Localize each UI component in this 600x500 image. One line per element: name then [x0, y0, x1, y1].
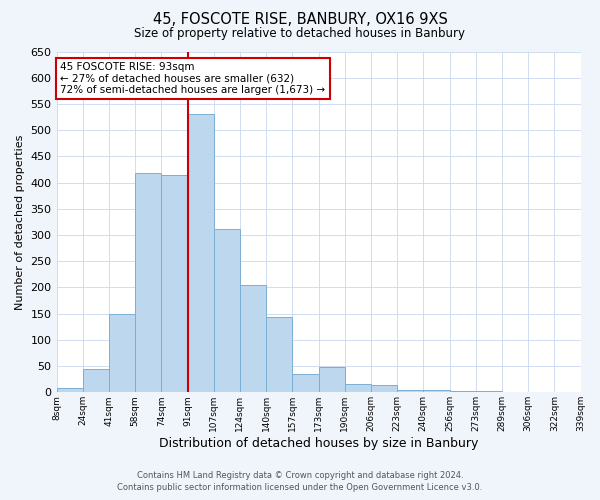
Bar — [449, 391, 476, 392]
Bar — [345, 384, 371, 392]
Bar — [83, 368, 109, 392]
X-axis label: Distribution of detached houses by size in Banbury: Distribution of detached houses by size … — [159, 437, 478, 450]
Bar — [476, 391, 502, 392]
Bar — [397, 390, 424, 392]
Text: Size of property relative to detached houses in Banbury: Size of property relative to detached ho… — [134, 28, 466, 40]
Bar — [214, 228, 240, 392]
Bar — [319, 367, 345, 392]
Bar — [135, 173, 161, 392]
Bar — [371, 385, 397, 392]
Text: 45 FOSCOTE RISE: 93sqm
← 27% of detached houses are smaller (632)
72% of semi-de: 45 FOSCOTE RISE: 93sqm ← 27% of detached… — [61, 62, 326, 95]
Bar — [266, 318, 292, 392]
Text: 45, FOSCOTE RISE, BANBURY, OX16 9XS: 45, FOSCOTE RISE, BANBURY, OX16 9XS — [152, 12, 448, 28]
Text: Contains HM Land Registry data © Crown copyright and database right 2024.
Contai: Contains HM Land Registry data © Crown c… — [118, 471, 482, 492]
Bar — [56, 388, 83, 392]
Y-axis label: Number of detached properties: Number of detached properties — [15, 134, 25, 310]
Bar — [240, 285, 266, 393]
Bar — [292, 374, 319, 392]
Bar — [161, 174, 188, 392]
Bar — [424, 390, 449, 392]
Bar — [109, 314, 135, 392]
Bar — [188, 114, 214, 392]
